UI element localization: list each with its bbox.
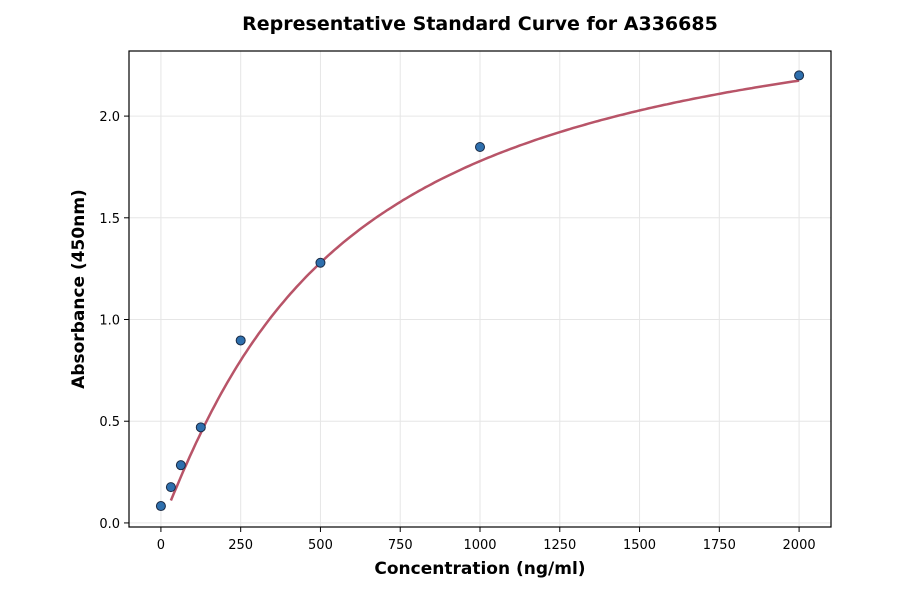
data-point (155, 501, 166, 512)
data-point (235, 335, 246, 346)
x-tick-label: 2000 (783, 538, 816, 553)
data-point (475, 142, 485, 153)
chart-title: Representative Standard Curve for A33668… (242, 13, 718, 35)
x-tick-label: 0 (157, 538, 165, 553)
x-tick-label: 1750 (703, 538, 736, 553)
data-point (315, 257, 326, 268)
y-tick-label: 2.0 (99, 110, 120, 125)
y-axis-label: Absorbance (450nm) (69, 189, 89, 389)
grid (129, 51, 831, 527)
y-tick-label: 0.0 (99, 517, 120, 532)
x-tick-label: 1250 (543, 538, 576, 553)
x-axis-ticks: 0 250 500 750 1000 1250 1500 1750 2000 (157, 527, 816, 553)
x-axis-label: Concentration (ng/ml) (374, 559, 585, 579)
x-tick-label: 750 (388, 538, 413, 553)
x-tick-label: 500 (308, 538, 333, 553)
data-point (165, 482, 176, 493)
y-axis-ticks: 0.0 0.5 1.0 1.5 2.0 (99, 110, 129, 532)
y-tick-label: 1.0 (99, 314, 120, 329)
data-point (794, 70, 805, 81)
data-points (155, 70, 805, 512)
x-tick-label: 250 (228, 538, 253, 553)
data-point (195, 422, 206, 433)
x-tick-label: 1500 (623, 538, 656, 553)
x-tick-label: 1000 (463, 538, 496, 553)
y-tick-label: 1.5 (99, 212, 120, 227)
fit-curve (169, 79, 800, 501)
y-tick-label: 0.5 (99, 415, 120, 430)
data-point (175, 460, 186, 471)
